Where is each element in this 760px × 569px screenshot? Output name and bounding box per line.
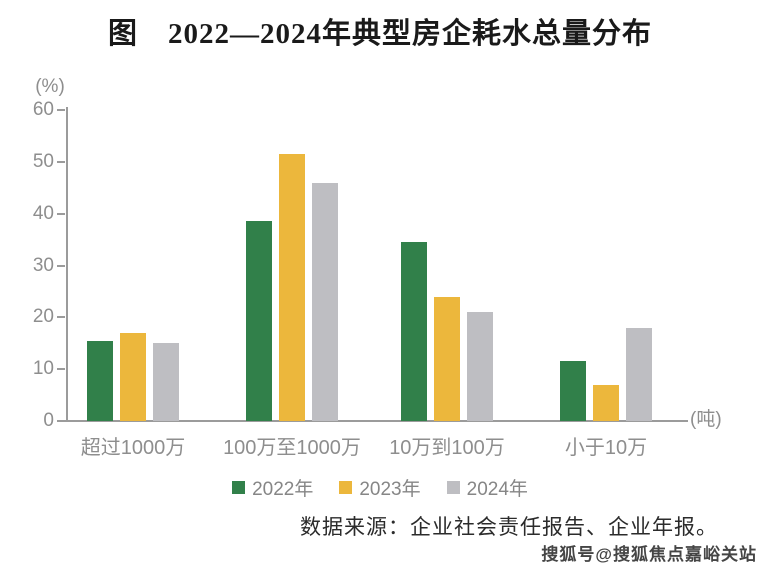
legend-item: 2022年	[232, 474, 313, 501]
y-tick-mark	[57, 212, 65, 215]
y-tick-mark	[57, 109, 65, 111]
bar-2024年-100万至1000万	[312, 183, 338, 421]
legend-item: 2024年	[446, 474, 528, 501]
legend-label: 2023年	[359, 479, 421, 500]
bar-2022年-100万至1000万	[246, 221, 272, 421]
y-axis-line	[66, 107, 68, 422]
y-tick-label: 10	[32, 358, 54, 380]
bar-2023年-小于10万	[593, 385, 619, 421]
y-tick-label: 20	[32, 306, 54, 328]
legend-swatch-icon	[446, 481, 460, 494]
y-tick-mark	[57, 316, 65, 319]
y-tick-mark	[57, 160, 65, 163]
bar-2023年-10万到100万	[434, 297, 460, 421]
bar-2024年-超过1000万	[153, 343, 179, 421]
y-tick-label: 40	[32, 202, 54, 224]
x-category-label: 10万到100万	[389, 437, 505, 459]
y-tick-mark	[57, 264, 65, 267]
x-axis-line	[64, 420, 688, 422]
bar-2022年-小于10万	[560, 361, 586, 421]
legend-swatch-icon	[339, 481, 353, 494]
legend-item: 2023年	[339, 474, 421, 501]
bar-2023年-超过1000万	[120, 333, 146, 421]
legend-swatch-icon	[232, 481, 246, 494]
y-tick-mark	[57, 420, 65, 422]
y-axis-unit-label: (%)	[35, 76, 65, 97]
legend-label: 2024年	[466, 479, 528, 500]
x-category-label: 超过1000万	[80, 437, 186, 459]
y-tick-mark	[57, 368, 65, 371]
chart-title: 图 2022—2024年典型房企耗水总量分布	[107, 18, 652, 50]
y-tick-label: 30	[32, 254, 54, 276]
x-axis-unit-label: (吨)	[690, 409, 722, 430]
watermark: 搜狐号@搜狐焦点嘉峪关站	[541, 545, 757, 564]
y-tick-label: 0	[43, 410, 54, 431]
bar-2022年-超过1000万	[87, 341, 113, 421]
bar-2024年-小于10万	[626, 328, 652, 421]
x-category-label: 100万至1000万	[223, 437, 361, 459]
x-category-label: 小于10万	[564, 437, 648, 459]
bar-2023年-100万至1000万	[279, 154, 305, 421]
bar-2022年-10万到100万	[401, 242, 427, 421]
source-note: 数据来源：企业社会责任报告、企业年报。	[300, 515, 718, 539]
y-tick-label: 60	[32, 99, 54, 120]
bar-2024年-10万到100万	[467, 312, 493, 421]
chart-legend: 2022年 2023年 2024年	[0, 474, 760, 501]
y-tick-label: 50	[32, 150, 54, 172]
legend-label: 2022年	[252, 479, 314, 500]
